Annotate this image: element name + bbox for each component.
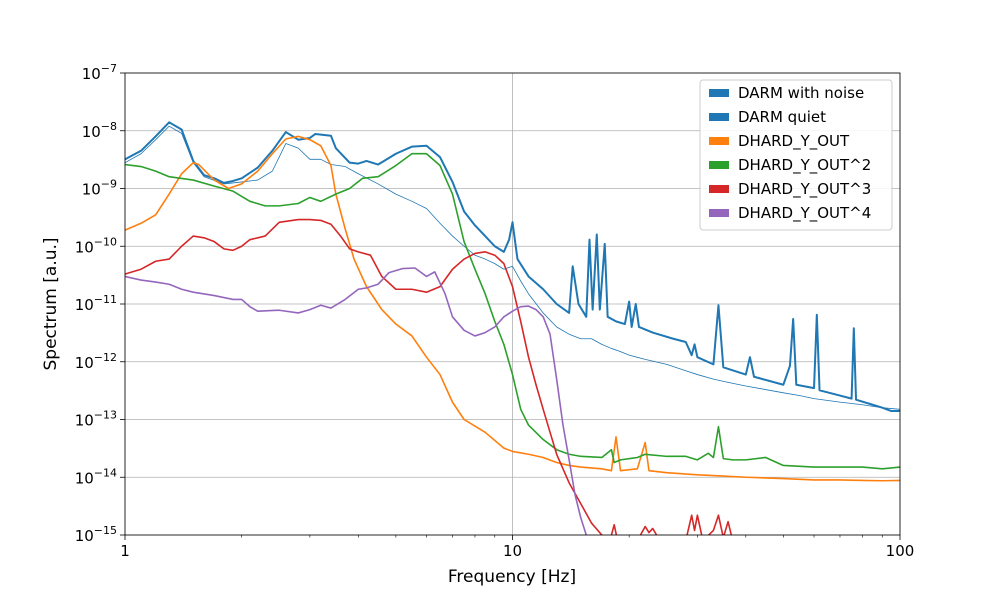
series-line-dhard-y-out-4 — [125, 267, 588, 535]
legend-label: DARM with noise — [738, 84, 864, 102]
legend-swatch — [709, 185, 729, 193]
x-tick-label: 10 — [503, 542, 522, 560]
legend-swatch — [709, 89, 729, 97]
legend-label: DHARD_Y_OUT^4 — [738, 204, 871, 223]
y-tick-label: 10−12 — [75, 351, 117, 372]
y-tick-label: 10−13 — [75, 409, 117, 430]
ticks: 1 10 100 10−15 10−14 10−13 10−12 10−11 10−10 10−9… — [75, 62, 915, 560]
y-tick-label: 10−7 — [82, 62, 117, 83]
series-line-darm-with-noise — [125, 121, 900, 413]
legend: DARM with noise DARM quiet DHARD_Y_OUT DHAR… — [699, 79, 893, 231]
legend-label: DHARD_Y_OUT^3 — [738, 180, 871, 199]
y-tick-label: 10−15 — [75, 524, 117, 545]
legend-swatch — [709, 137, 729, 145]
y-tick-label: 10−8 — [82, 120, 117, 141]
y-axis-label: Spectrum [a.u.] — [41, 237, 61, 370]
y-tick-label: 10−9 — [82, 178, 117, 199]
legend-box — [699, 79, 893, 231]
x-tick-label: 1 — [120, 542, 130, 560]
x-tick-label: 100 — [886, 542, 915, 560]
legend-label: DHARD_Y_OUT^2 — [738, 156, 871, 175]
legend-label: DARM quiet — [738, 108, 826, 126]
series-line-darm-quiet — [125, 125, 900, 410]
y-tick-label: 10−11 — [75, 293, 117, 314]
series-line-dhard-y-out-2 — [125, 152, 900, 470]
y-tick-label: 10−10 — [75, 235, 117, 256]
series-line-dhard-y-out-3 — [125, 218, 733, 535]
x-axis-label: Frequency [Hz] — [448, 567, 576, 587]
legend-swatch — [709, 209, 729, 217]
legend-swatch — [709, 161, 729, 169]
y-tick-label: 10−14 — [75, 466, 117, 487]
legend-swatch — [709, 113, 729, 121]
legend-label: DHARD_Y_OUT — [738, 132, 850, 151]
series-line-dhard-y-out — [125, 135, 900, 482]
series-layer — [125, 121, 900, 535]
